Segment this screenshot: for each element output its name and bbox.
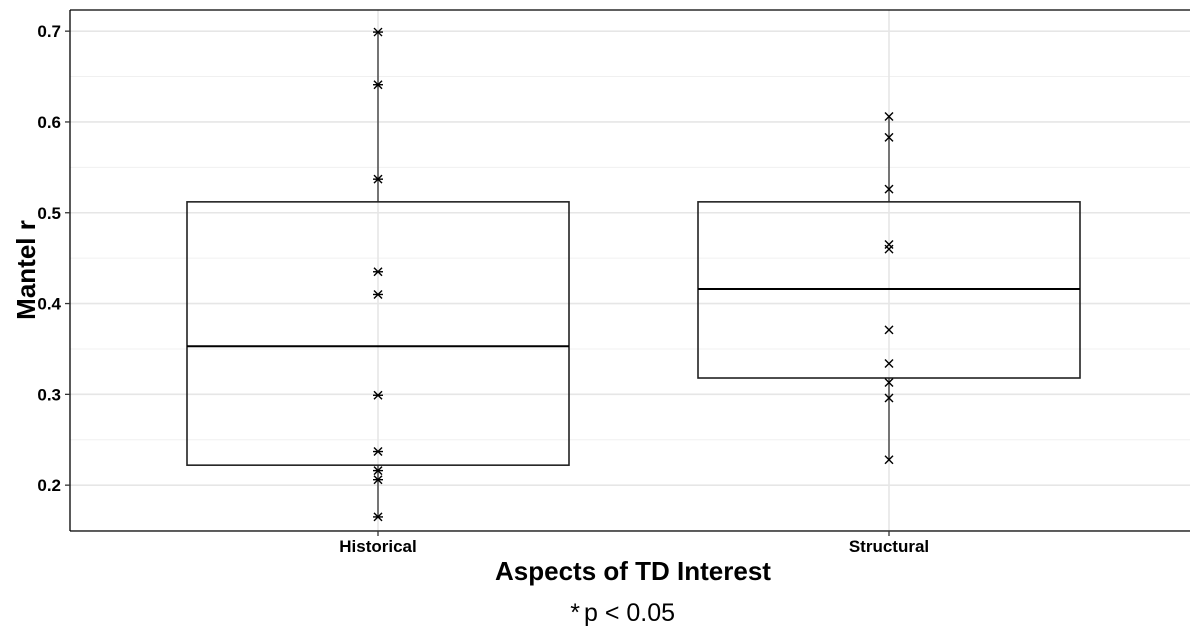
y-axis-title: Mantel r — [11, 220, 41, 320]
data-point — [373, 174, 383, 184]
data-point — [373, 80, 383, 90]
data-point — [884, 393, 894, 403]
y-tick-label: 0.4 — [37, 295, 61, 314]
data-point — [884, 132, 894, 142]
data-point-stroke — [884, 358, 894, 368]
data-point — [373, 390, 383, 400]
x-tick-label: Historical — [339, 537, 416, 556]
x-tick-label: Structural — [849, 537, 929, 556]
data-point-stroke — [884, 393, 894, 403]
data-point — [373, 512, 383, 522]
footnote-text: p < 0.05 — [584, 599, 675, 627]
footnote-symbol: * — [570, 599, 580, 627]
data-point — [373, 447, 383, 457]
y-axis-ticks: 0.2 0.3 0.4 0.5 0.6 0.7 — [37, 22, 70, 495]
y-tick-label: 0.7 — [37, 22, 61, 41]
data-point-stroke — [884, 378, 894, 388]
x-axis-ticks: Historical Structural — [339, 531, 929, 556]
box-group-historical — [186, 27, 570, 522]
data-point — [373, 289, 383, 299]
data-point-stroke — [884, 244, 894, 254]
iqr-box — [186, 201, 570, 466]
y-tick-label: 0.6 — [37, 113, 61, 132]
data-point — [884, 325, 894, 335]
data-point — [884, 184, 894, 194]
data-point — [884, 112, 894, 122]
y-tick-label: 0.5 — [37, 204, 61, 223]
box-plots — [186, 27, 1081, 522]
data-point — [373, 475, 383, 485]
data-point — [884, 244, 894, 254]
data-point — [373, 27, 383, 37]
data-point — [373, 466, 383, 476]
data-point-stroke — [884, 184, 894, 194]
box-group-structural — [697, 112, 1081, 465]
data-point-stroke — [884, 132, 894, 142]
data-point — [884, 455, 894, 465]
data-point-stroke — [884, 325, 894, 335]
grid — [70, 10, 1190, 532]
plot-frame — [69, 9, 1190, 532]
data-point-stroke — [884, 112, 894, 122]
y-tick-label: 0.3 — [37, 385, 61, 404]
data-point — [884, 378, 894, 388]
data-point — [373, 267, 383, 277]
y-tick-label: 0.2 — [37, 476, 61, 495]
data-point-stroke — [884, 455, 894, 465]
x-axis-title: Aspects of TD Interest — [495, 556, 771, 586]
data-point — [884, 358, 894, 368]
